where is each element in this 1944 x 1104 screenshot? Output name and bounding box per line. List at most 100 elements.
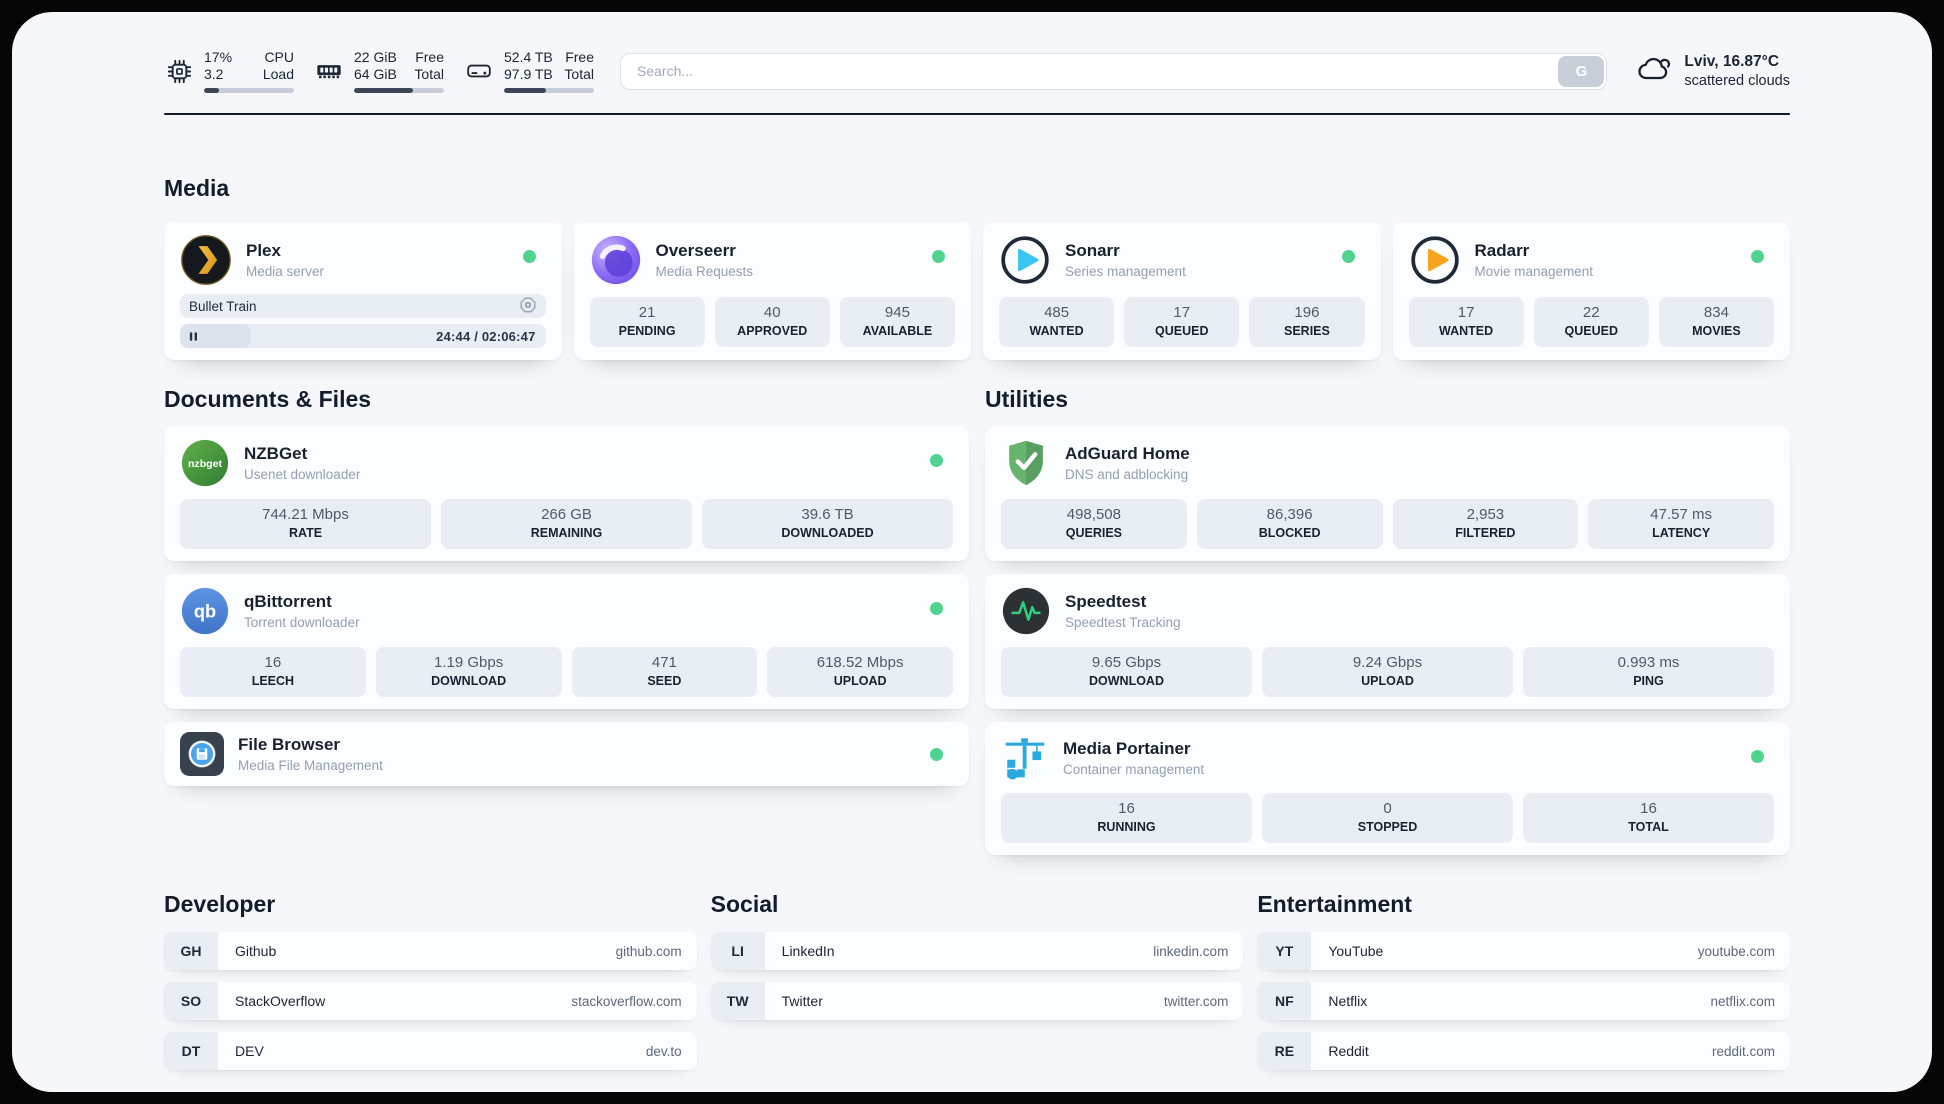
app-subtitle: Movie management [1474,263,1594,279]
app-card-filebrowser[interactable]: File Browser Media File Management [164,722,969,786]
media-card-grid: Plex Media server Bullet Train [164,222,1790,360]
overseerr-icon [590,234,642,286]
app-subtitle: Media File Management [238,757,383,773]
stat-tile: 834 MOVIES [1658,297,1775,347]
speedtest-icon [1001,586,1051,636]
app-card-qbittorrent[interactable]: qb qBittorrent Torrent downloader 16 LEEC… [164,574,969,709]
bookmark-reddit[interactable]: RE Reddit reddit.com [1257,1032,1790,1070]
bookmark-abbr: SO [164,982,218,1020]
bookmark-name: Twitter [781,993,823,1009]
stat-tile: 266 GB REMAINING [441,499,692,549]
bookmark-name: DEV [235,1043,264,1059]
bookmark-abbr: TW [710,982,765,1020]
developer-column: Developer GH Github github.com SO StackO… [164,891,697,1070]
search-bar: G [620,52,1608,90]
search-provider-button[interactable]: G [1558,55,1605,87]
stat-tile: 0 STOPPED [1262,793,1513,843]
adguard-icon [1001,438,1051,488]
bookmark-twitter[interactable]: TW Twitter twitter.com [710,982,1244,1020]
app-card-radarr[interactable]: Radarr Movie management 17 WANTED 22 QUEUE… [1392,222,1790,360]
bookmark-netflix[interactable]: NF Netflix netflix.com [1257,982,1790,1020]
app-card-plex[interactable]: Plex Media server Bullet Train [164,222,562,360]
filebrowser-icon [180,732,224,776]
stat-tile: 22 QUEUED [1533,297,1649,347]
playback-time: 24:44 / 02:06:47 [436,328,536,344]
stat-tile: 744.21 Mbps RATE [180,499,431,549]
svg-text:nzbget: nzbget [188,458,223,470]
app-card-nzbget[interactable]: nzbget NZBGet Usenet downloader 744.21 M… [164,426,969,561]
app-name: NZBGet [244,443,308,463]
cpu-icon [164,56,194,86]
header-bar: 17% CPU 3.2 Load [164,42,1790,100]
app-card-portainer[interactable]: Media Portainer Container management 16 R… [985,722,1790,855]
bookmark-name: Reddit [1328,1043,1369,1059]
bookmark-abbr: YT [1257,932,1312,970]
stat-tile: 39.6 TB DOWNLOADED [702,499,953,549]
bookmark-linkedin[interactable]: LI LinkedIn linkedin.com [710,932,1244,970]
ram-icon [314,56,344,86]
weather-location-temp: Lviv, 16.87°C [1684,52,1780,70]
bookmark-url: youtube.com [1697,943,1775,959]
stat-tile: 9.24 Gbps UPLOAD [1262,647,1513,697]
stat-tile: 618.52 Mbps UPLOAD [767,647,953,697]
resource-widgets: 17% CPU 3.2 Load [164,49,594,93]
bookmark-dev[interactable]: DT DEV dev.to [164,1032,697,1070]
now-playing-title: Bullet Train [189,298,257,314]
memory-total-label: Total [414,66,444,82]
bookmark-name: LinkedIn [781,943,835,959]
bookmark-url: github.com [615,943,682,959]
bookmark-github[interactable]: GH Github github.com [164,932,697,970]
stat-tile: 498,508 QUERIES [1001,499,1187,549]
section-title-entertainment: Entertainment [1257,891,1412,917]
bookmark-name: Github [235,943,277,959]
section-title-documents: Documents & Files [164,386,372,412]
status-dot [932,250,945,263]
disk-free-value: 52.4 TB [504,49,553,65]
section-title-media: Media [164,175,230,201]
app-name: Plex [246,240,281,260]
search-input[interactable] [620,52,1608,90]
section-title-developer: Developer [164,891,276,917]
bookmark-abbr: RE [1257,1032,1312,1070]
bookmark-youtube[interactable]: YT YouTube youtube.com [1257,932,1790,970]
sonarr-icon [999,234,1051,286]
stat-tile: 16 LEECH [180,647,366,697]
status-dot [522,250,536,263]
status-dot [930,602,943,615]
bookmark-url: reddit.com [1711,1043,1775,1059]
bookmark-name: Netflix [1328,993,1368,1009]
bookmark-stackoverflow[interactable]: SO StackOverflow stackoverflow.com [164,982,697,1020]
app-card-sonarr[interactable]: Sonarr Series management 485 WANTED 17 QUE… [983,222,1381,360]
qbittorrent-icon: qb [180,586,230,636]
app-subtitle: Usenet downloader [244,466,361,482]
weather-condition: scattered clouds [1684,72,1790,89]
app-name: Media Portainer [1063,738,1191,758]
cpu-load-label: Load [262,66,294,82]
app-card-adguard[interactable]: AdGuard Home DNS and adblocking 498,508 Q… [985,426,1790,561]
header-divider [164,113,1790,115]
now-playing-row: Bullet Train [180,294,546,318]
app-name: Radarr [1474,240,1530,260]
status-dot [1341,250,1355,263]
cpu-usage-label: CPU [264,49,294,65]
disk-total-value: 97.9 TB [504,66,553,82]
bookmark-name: StackOverflow [235,993,326,1009]
app-card-speedtest[interactable]: Speedtest Speedtest Tracking 9.65 Gbps DO… [985,574,1790,709]
playback-progress-row: 24:44 / 02:06:47 [180,324,546,348]
stat-tile: 945 AVAILABLE [839,297,956,347]
stat-tile: 0.993 ms PING [1523,647,1774,697]
app-subtitle: Speedtest Tracking [1065,614,1181,630]
app-name: AdGuard Home [1065,443,1190,463]
app-name: Overseerr [655,240,736,260]
status-dot [930,454,943,467]
section-title-social: Social [710,891,779,917]
stat-tile: 17 QUEUED [1124,297,1240,347]
stat-tile: 2,953 FILTERED [1392,499,1579,549]
stat-tile: 86,396 BLOCKED [1196,499,1383,549]
app-name: Sonarr [1065,240,1120,260]
stat-tile: 485 WANTED [999,297,1115,347]
radarr-icon [1409,234,1461,286]
bookmark-abbr: GH [164,932,218,970]
stat-tile: 17 WANTED [1408,297,1524,347]
app-card-overseerr[interactable]: Overseerr Media Requests 21 PENDING 40 APP… [573,222,971,360]
